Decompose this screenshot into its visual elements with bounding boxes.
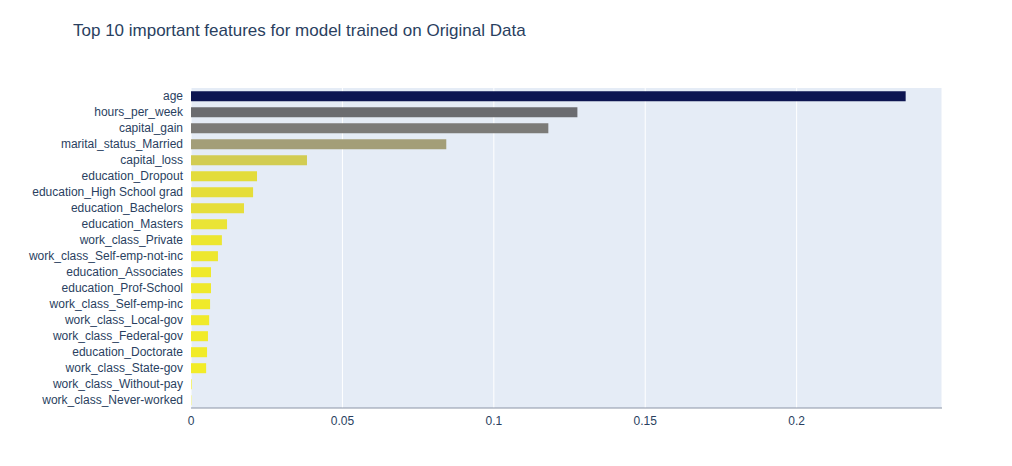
svg-text:education_Prof-School: education_Prof-School bbox=[62, 281, 183, 295]
svg-text:education_Associates: education_Associates bbox=[66, 265, 183, 279]
svg-text:education_Masters: education_Masters bbox=[82, 217, 183, 231]
svg-text:capital_gain: capital_gain bbox=[119, 121, 183, 135]
svg-text:0.1: 0.1 bbox=[485, 414, 502, 428]
svg-text:work_class_State-gov: work_class_State-gov bbox=[65, 361, 183, 375]
svg-text:education_Bachelors: education_Bachelors bbox=[71, 201, 183, 215]
svg-text:0: 0 bbox=[188, 414, 195, 428]
svg-text:work_class_Self-emp-inc: work_class_Self-emp-inc bbox=[49, 297, 183, 311]
svg-text:work_class_Self-emp-not-inc: work_class_Self-emp-not-inc bbox=[28, 249, 183, 263]
svg-text:marital_status_Married: marital_status_Married bbox=[61, 137, 183, 151]
svg-text:education_Dropout: education_Dropout bbox=[82, 169, 184, 183]
svg-text:education_High School grad: education_High School grad bbox=[32, 185, 183, 199]
svg-text:work_class_Private: work_class_Private bbox=[79, 233, 184, 247]
svg-text:capital_loss: capital_loss bbox=[120, 153, 183, 167]
svg-text:work_class_Local-gov: work_class_Local-gov bbox=[64, 313, 183, 327]
svg-text:0.05: 0.05 bbox=[331, 414, 355, 428]
svg-text:0.2: 0.2 bbox=[788, 414, 805, 428]
svg-text:hours_per_week: hours_per_week bbox=[94, 105, 184, 119]
svg-text:0.15: 0.15 bbox=[634, 414, 658, 428]
svg-text:work_class_Without-pay: work_class_Without-pay bbox=[52, 377, 183, 391]
svg-text:age: age bbox=[163, 89, 183, 103]
html-text:Top 10 important features for: Top 10 important features for model trai… bbox=[73, 21, 526, 40]
svg-text:work_class_Federal-gov: work_class_Federal-gov bbox=[52, 329, 183, 343]
svg-text:work_class_Never-worked: work_class_Never-worked bbox=[41, 393, 183, 407]
svg-text:education_Doctorate: education_Doctorate bbox=[72, 345, 183, 359]
